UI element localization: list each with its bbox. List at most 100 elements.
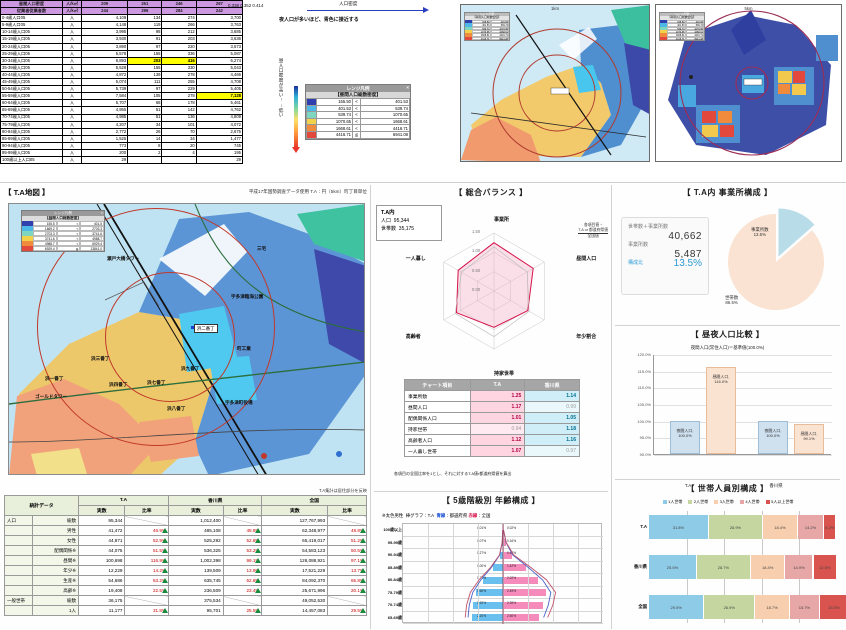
table-row[interactable]: 配偶関係※ 44,075 51.5% 536,325 53.2% 54,583,12… [4, 545, 367, 556]
cell: 29 [195, 156, 243, 165]
daynight-xlabel: 香川県 [769, 483, 783, 488]
overview-map-1km[interactable]: 1km レンジ凡例 【昼間人口総数密度】 155.50 [460, 4, 650, 162]
table-row[interactable]: 90-94歳人口05 人 773 8 20 745 [0, 141, 243, 150]
cell: 26 [127, 127, 163, 136]
table-row[interactable]: 昼間※ 100,698 116.9% 1,002,398 99.1% 126,088… [4, 555, 367, 566]
table-row[interactable]: 85-89歳人口05 人 1,525 14 34 1,477 [0, 134, 243, 143]
legend-row: 401.53 539.74 [660, 23, 704, 27]
household-row: 香川県 25.5% 28.7% 18.4% 14.9% 12.5% [634, 555, 837, 579]
household-segment: 26.9% [704, 595, 756, 619]
table-row[interactable]: 75-79歳人口05 人 4,207 34 101 4,072 [0, 120, 243, 129]
row-label: 従業者従業者数 [0, 7, 63, 16]
pyramid-age-label: 85-89歳 [387, 564, 402, 570]
row-unit: 人 [62, 28, 82, 37]
legend-row: 539.74 1070.65 [660, 26, 704, 31]
range-legend-window[interactable]: レンジ凡例 × 【昼間人口総数密度】 155.50 < 401.53 401.5… [305, 84, 411, 140]
table-row[interactable]: 40-44歳人口05 人 4,872 139 278 4,466 [0, 70, 243, 80]
radar-spoke [493, 290, 545, 321]
row-unit: 人 [62, 78, 82, 87]
legend-swatch [739, 500, 744, 504]
legend-caption: 夜人口が多いほど、青色に接近する [279, 17, 359, 23]
row-group: 一般世帯 [4, 595, 33, 606]
pyramid-gridline [503, 524, 504, 624]
legend-high: 3741.6 [80, 231, 105, 236]
row-unit: 人 [62, 141, 82, 150]
table-row[interactable]: 年少※ 12,229 14.2% 139,509 13.9% 17,521,229 1… [4, 565, 367, 576]
table-row[interactable]: 1人 11,177 31.8% 95,701 25.5% 14,457,083 29.… [4, 605, 367, 616]
row-unit: 人 [62, 156, 82, 165]
table-row[interactable]: 人口 総数 95,344 1,012,400 127,767,993 [4, 515, 367, 526]
legend-swatch [688, 500, 693, 504]
table-row[interactable]: 20-24歳人口05 人 3,890 97 220 3,573 [0, 42, 243, 51]
cell-percent: 13.9% [222, 565, 263, 576]
axis-line [307, 10, 425, 12]
table-row[interactable]: 高齢※ 19,408 22.5% 236,509 23.4% 25,671,996 2… [4, 585, 367, 596]
table-row[interactable]: 70-74歳人口05 人 4,985 51 136 4,809 [0, 113, 243, 122]
cell: 3,685 [195, 28, 243, 37]
table-row[interactable]: 55-59歳人口05 人 7,584 105 278 7,128 [0, 92, 243, 101]
table-row[interactable]: 0-4歳人口05 人 4,109 134 274 3,700 [0, 14, 243, 23]
table-row[interactable]: 45-49歳人口05 人 5,074 111 255 4,708 [0, 78, 243, 87]
table-row[interactable]: 100歳以上人口05 人 29 29 [0, 156, 243, 165]
table-row[interactable]: 50-54歳人口05 人 5,739 97 229 5,405 [0, 85, 243, 94]
radius-ring-outer [37, 208, 275, 446]
chart-table-row: 一人暮し世帯 1.07 0.97 [404, 445, 580, 457]
household-segment: 28.7% [696, 555, 751, 579]
table-row[interactable]: 95-99歳人口05 人 200 2 4 195 [0, 148, 243, 158]
map-tooltip[interactable]: 浜二番丁 [191, 324, 218, 333]
pie-line3-value: 13.5% [673, 258, 702, 269]
cell-percent: 29.5% [327, 605, 367, 616]
table-row[interactable]: 5-9歳人口05 人 4,148 119 266 3,763 [0, 21, 243, 30]
table-row[interactable]: 一般世帯 総数 36,175 375,534 49,052,530 [4, 595, 367, 606]
table-row[interactable]: 女性 44,871 52.9% 525,292 52.8% 65,419,017 51… [4, 535, 367, 546]
overview-map-5km[interactable]: 5km [655, 4, 842, 162]
table-row[interactable]: 男性 41,472 46.9% 485,108 48.8% 62,348,977 48… [4, 525, 367, 536]
pyramid-gridline [528, 524, 529, 624]
ta-map-canvas[interactable]: 浜二番丁 レンジ凡例 × 【昼間人口総数密度】 155.5 < 401.5 16… [8, 203, 365, 475]
legend-high: 1668.61 [685, 29, 704, 34]
cell-percent: 13.7% [327, 565, 367, 576]
cell: 4,955 [80, 106, 129, 115]
row-unit: 人 [62, 113, 82, 122]
legend-high: 13841.0 [80, 246, 105, 251]
table-row[interactable]: 65-69歳人口05 人 4,955 51 142 4,762 [0, 106, 243, 115]
legend-swatch [22, 236, 33, 241]
row-unit: 人 [62, 120, 82, 129]
table-row[interactable]: 生産※ 54,686 63.2% 635,745 62.8% 84,092,370 6… [4, 575, 367, 586]
row-label: 90-94歳人口05 [0, 141, 63, 150]
pie-slice-label: 世帯数 86.5% [725, 295, 738, 305]
col-group-zen: 全国 [261, 495, 367, 506]
legend-titlebar: レンジ凡例 × [22, 211, 104, 216]
table-row[interactable]: 25-29歳人口05 人 5,578 155 336 5,087 [0, 49, 243, 58]
row-label: 50-54歳人口05 [0, 85, 63, 94]
table-row[interactable]: 60-64歳人口05 人 5,707 68 178 5,461 [0, 99, 243, 108]
cell-percent: 14.2% [124, 565, 170, 576]
row-label: 持家世帯 [404, 423, 471, 435]
table-row[interactable]: 80-84歳人口05 人 2,772 26 70 2,675 [0, 127, 243, 136]
legend-high: 1668.61 [490, 29, 509, 34]
cell: 68 [127, 99, 163, 108]
chart-item-table: チャート項目 T.A 香川県 事業所数 1.25 1.14 昼間人口 1.17 0.9… [404, 379, 580, 457]
close-icon[interactable]: × [100, 210, 103, 215]
ta-map-legend-window[interactable]: レンジ凡例 × 【昼間人口総数密度】 155.5 < 401.5 1669.2 … [21, 210, 105, 252]
household-segment: 28.9% [708, 515, 764, 539]
legend-row: 1070.65 1668.61 [465, 29, 509, 34]
cell-value: 95,701 [168, 605, 224, 616]
legend-high: 401.53 [360, 98, 410, 106]
table-row[interactable]: 15-19歳人口05 人 3,930 91 203 3,636 [0, 35, 243, 44]
legend-row: 1070.65 1668.61 [660, 29, 704, 34]
cell: 4,466 [195, 70, 243, 80]
close-icon[interactable]: × [406, 85, 409, 90]
cell: 155 [127, 63, 163, 72]
cell-value: 1,012,400 [168, 515, 224, 526]
table-row[interactable]: 30-34歳人口05 人 6,893 203 416 6,274 [0, 56, 243, 65]
map-place-label: 宇多津町役場 [225, 400, 253, 405]
table-row[interactable]: 10-14歳人口05 人 3,995 98 212 3,685 [0, 28, 243, 37]
daynight-bar-night [670, 420, 700, 454]
map-place-label: 浜四番丁 [109, 382, 128, 387]
legend-high: 4416.71 [685, 33, 704, 37]
legend-operator: < [56, 226, 81, 231]
divider-horizontal-pie [615, 325, 840, 326]
table-row[interactable]: 35-39歳人口05 人 5,528 155 330 5,043 [0, 63, 243, 72]
cell-percent: 52.9% [124, 535, 170, 546]
